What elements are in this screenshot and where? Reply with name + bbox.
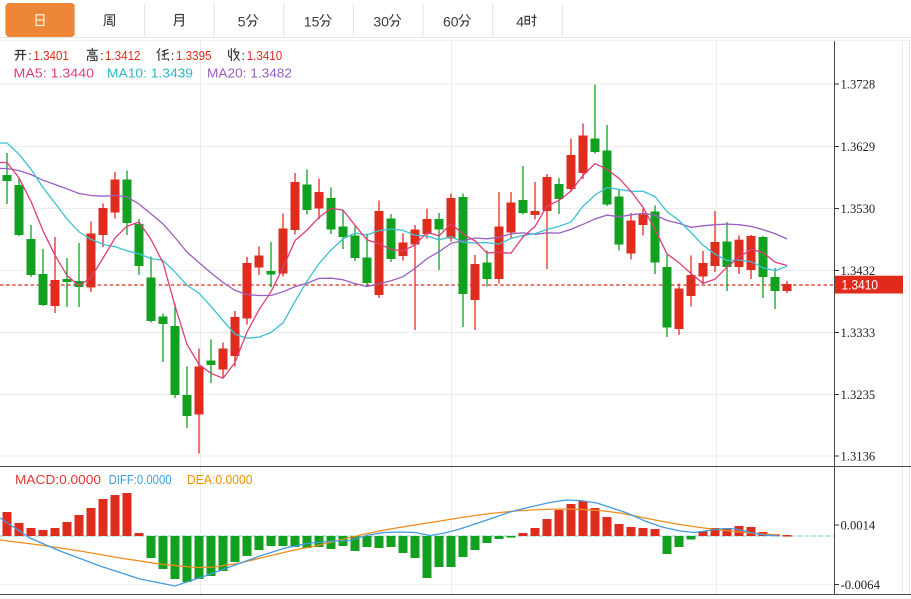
svg-text:MA5: 1.3440: MA5: 1.3440: [14, 66, 95, 81]
svg-text:0.0014: 0.0014: [841, 518, 876, 533]
svg-text:1.3235: 1.3235: [841, 387, 876, 402]
svg-text:1.3401: 1.3401: [33, 48, 69, 63]
svg-text:1.3629: 1.3629: [841, 139, 876, 154]
svg-text:1.3530: 1.3530: [841, 201, 876, 216]
svg-text:5: 5: [238, 14, 246, 30]
svg-text:-0.0064: -0.0064: [841, 577, 881, 592]
svg-text:1.3412: 1.3412: [105, 48, 141, 63]
svg-text:4: 4: [516, 14, 524, 30]
svg-text:1.3333: 1.3333: [841, 325, 876, 340]
svg-text:1.3728: 1.3728: [841, 77, 876, 92]
svg-text:30: 30: [373, 14, 389, 30]
svg-text:DIFF:0.0000: DIFF:0.0000: [109, 472, 172, 487]
svg-text::: :: [28, 48, 32, 63]
svg-text:1.3410: 1.3410: [842, 277, 879, 292]
svg-text:1.3395: 1.3395: [176, 48, 212, 63]
svg-text:1.3136: 1.3136: [841, 449, 876, 464]
svg-text:1.3432: 1.3432: [841, 263, 876, 278]
svg-text:15: 15: [304, 14, 320, 30]
svg-text:MA20: 1.3482: MA20: 1.3482: [207, 66, 292, 81]
svg-text::: :: [100, 48, 104, 63]
svg-text:MA10: 1.3439: MA10: 1.3439: [107, 66, 193, 81]
svg-text:60: 60: [443, 14, 459, 30]
svg-text:DEA:0.0000: DEA:0.0000: [187, 472, 253, 487]
svg-text::: :: [171, 48, 175, 63]
svg-text:MACD:0.0000: MACD:0.0000: [15, 472, 101, 487]
svg-text:1.3410: 1.3410: [247, 48, 283, 63]
svg-text::: :: [242, 48, 246, 63]
